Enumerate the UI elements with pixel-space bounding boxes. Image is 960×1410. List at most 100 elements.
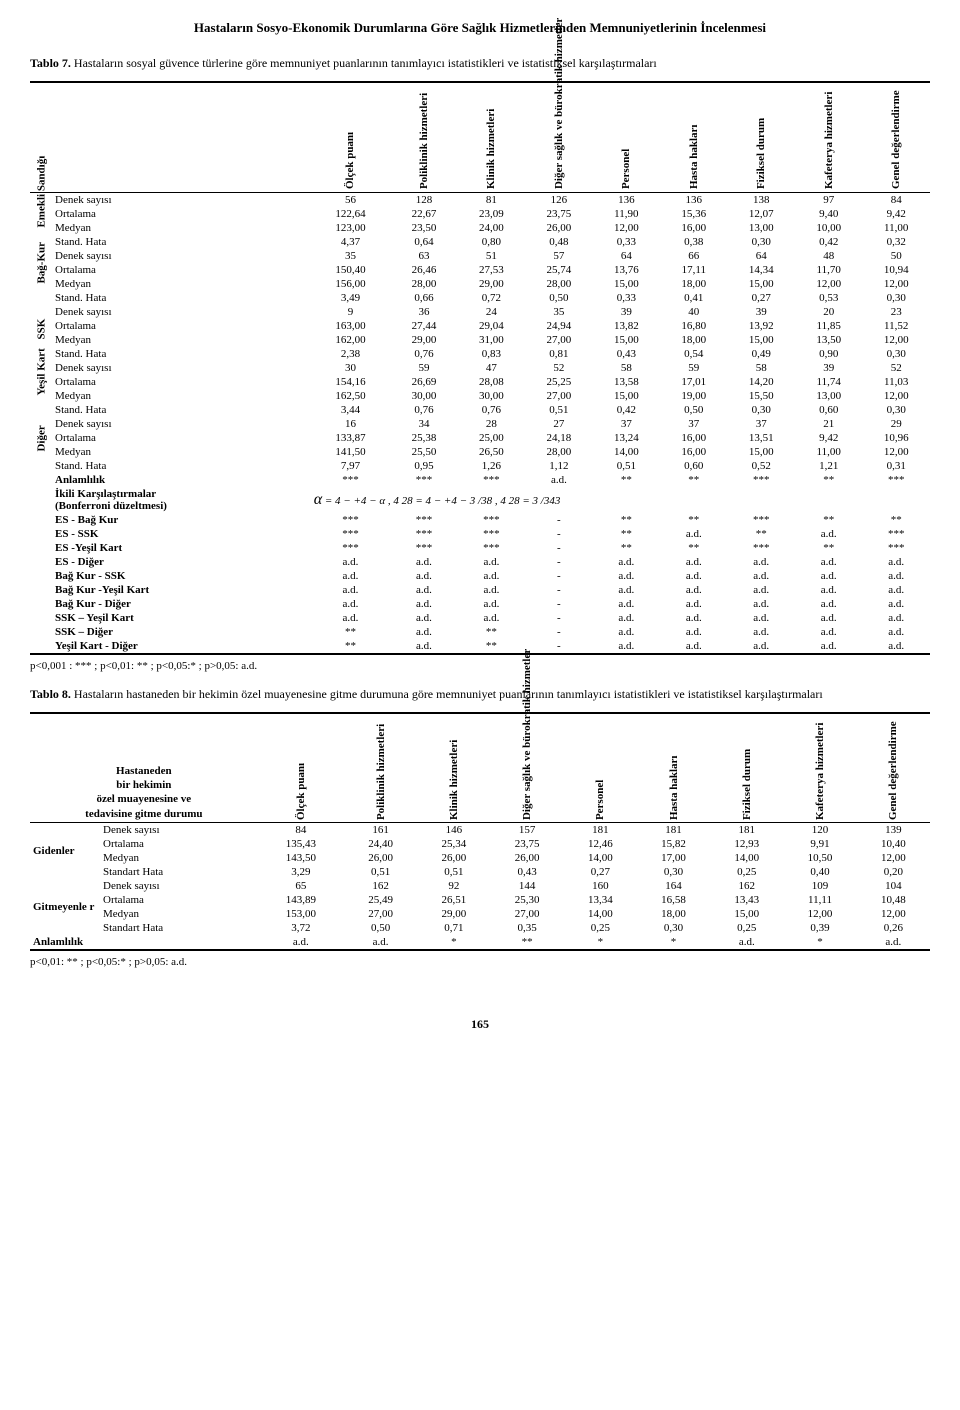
column-header: Kafeterya hizmetleri — [823, 171, 835, 189]
data-cell: 17,01 — [660, 375, 727, 389]
data-cell: - — [525, 583, 592, 597]
data-cell: 13,82 — [593, 319, 660, 333]
data-cell: ** — [862, 513, 930, 527]
data-cell: 0,35 — [490, 921, 563, 935]
data-cell: ** — [660, 513, 727, 527]
data-cell: 97 — [795, 192, 862, 207]
data-cell: ** — [311, 639, 391, 654]
data-cell: *** — [728, 473, 795, 487]
data-cell: 27,00 — [490, 907, 563, 921]
data-cell: ** — [458, 625, 525, 639]
data-cell: 0,25 — [710, 865, 783, 879]
data-cell: 56 — [311, 192, 391, 207]
data-cell: 23,75 — [490, 837, 563, 851]
data-cell: Medyan — [100, 907, 258, 921]
data-cell: Stand. Hata — [52, 403, 311, 417]
data-cell: a.d. — [593, 597, 660, 611]
data-cell: a.d. — [862, 555, 930, 569]
data-cell: a.d. — [660, 569, 727, 583]
data-cell: a.d. — [728, 597, 795, 611]
data-cell: 15,00 — [593, 389, 660, 403]
data-cell: ** — [458, 639, 525, 654]
data-cell: 58 — [593, 361, 660, 375]
data-cell: 24 — [458, 305, 525, 319]
data-cell: 12,00 — [857, 851, 930, 865]
data-cell: Medyan — [52, 221, 311, 235]
data-cell: 17,11 — [660, 263, 727, 277]
data-cell: a.d. — [660, 597, 727, 611]
data-cell: 40 — [660, 305, 727, 319]
data-cell: ** — [593, 473, 660, 487]
data-cell: Ortalama — [52, 375, 311, 389]
data-cell: ** — [593, 541, 660, 555]
data-cell: 164 — [637, 879, 710, 893]
data-cell: *** — [862, 541, 930, 555]
data-cell: Medyan — [52, 445, 311, 459]
data-cell: *** — [390, 473, 457, 487]
data-cell: 37 — [728, 417, 795, 431]
data-cell: 26,00 — [490, 851, 563, 865]
data-cell: Ortalama — [52, 263, 311, 277]
data-cell: ** — [490, 935, 563, 950]
data-cell: a.d. — [728, 569, 795, 583]
data-cell: 15,00 — [728, 277, 795, 291]
data-cell: 26,00 — [525, 221, 592, 235]
data-cell: 153,00 — [258, 907, 344, 921]
data-cell: 25,74 — [525, 263, 592, 277]
data-cell: 0,26 — [857, 921, 930, 935]
data-cell: a.d. — [344, 935, 417, 950]
data-cell: 25,38 — [390, 431, 457, 445]
data-cell: 14,20 — [728, 375, 795, 389]
data-cell: a.d. — [862, 597, 930, 611]
data-cell: a.d. — [728, 625, 795, 639]
data-cell: Denek sayısı — [100, 879, 258, 893]
data-cell: 39 — [795, 361, 862, 375]
data-cell: 11,90 — [593, 207, 660, 221]
data-cell: ES - Bağ Kur — [52, 513, 311, 527]
data-cell: *** — [311, 541, 391, 555]
data-cell: 65 — [258, 879, 344, 893]
data-cell: 146 — [417, 823, 490, 838]
data-cell: SSK – Diğer — [52, 625, 311, 639]
data-cell: 0,95 — [390, 459, 457, 473]
data-cell: 15,50 — [728, 389, 795, 403]
data-cell: 181 — [637, 823, 710, 838]
data-cell: 0,48 — [525, 235, 592, 249]
data-cell: 28,00 — [390, 277, 457, 291]
data-cell: 15,00 — [593, 333, 660, 347]
data-cell: 0,20 — [857, 865, 930, 879]
data-cell: 16,00 — [660, 445, 727, 459]
data-cell: a.d. — [795, 569, 862, 583]
data-cell: Anlamlılık — [52, 473, 311, 487]
data-cell: a.d. — [660, 625, 727, 639]
data-cell: a.d. — [710, 935, 783, 950]
data-cell: 14,34 — [728, 263, 795, 277]
data-cell: a.d. — [862, 625, 930, 639]
data-cell: 11,00 — [795, 445, 862, 459]
data-cell: 12,00 — [857, 907, 930, 921]
data-cell: 9 — [311, 305, 391, 319]
data-cell: 9,42 — [795, 431, 862, 445]
data-cell: a.d. — [593, 583, 660, 597]
data-cell: 4,37 — [311, 235, 391, 249]
data-cell: Medyan — [52, 389, 311, 403]
data-cell: *** — [458, 541, 525, 555]
data-cell: 14,00 — [710, 851, 783, 865]
data-cell: *** — [728, 513, 795, 527]
data-cell: 29 — [862, 417, 930, 431]
data-cell: 18,00 — [660, 333, 727, 347]
table8-left-header: Hastanedenbir hekiminözel muayenesine ve… — [30, 713, 258, 823]
data-cell: 84 — [862, 192, 930, 207]
data-cell: a.d. — [390, 639, 457, 654]
data-cell: 9,91 — [783, 837, 856, 851]
data-cell: 27,53 — [458, 263, 525, 277]
data-cell: 3,44 — [311, 403, 391, 417]
data-cell: 0,50 — [344, 921, 417, 935]
data-cell: Bağ Kur - SSK — [52, 569, 311, 583]
data-cell: a.d. — [660, 555, 727, 569]
data-cell: 26,51 — [417, 893, 490, 907]
data-cell: 59 — [660, 361, 727, 375]
group-label: Diğer — [35, 437, 47, 452]
data-cell: ** — [795, 473, 862, 487]
data-cell: a.d. — [862, 583, 930, 597]
